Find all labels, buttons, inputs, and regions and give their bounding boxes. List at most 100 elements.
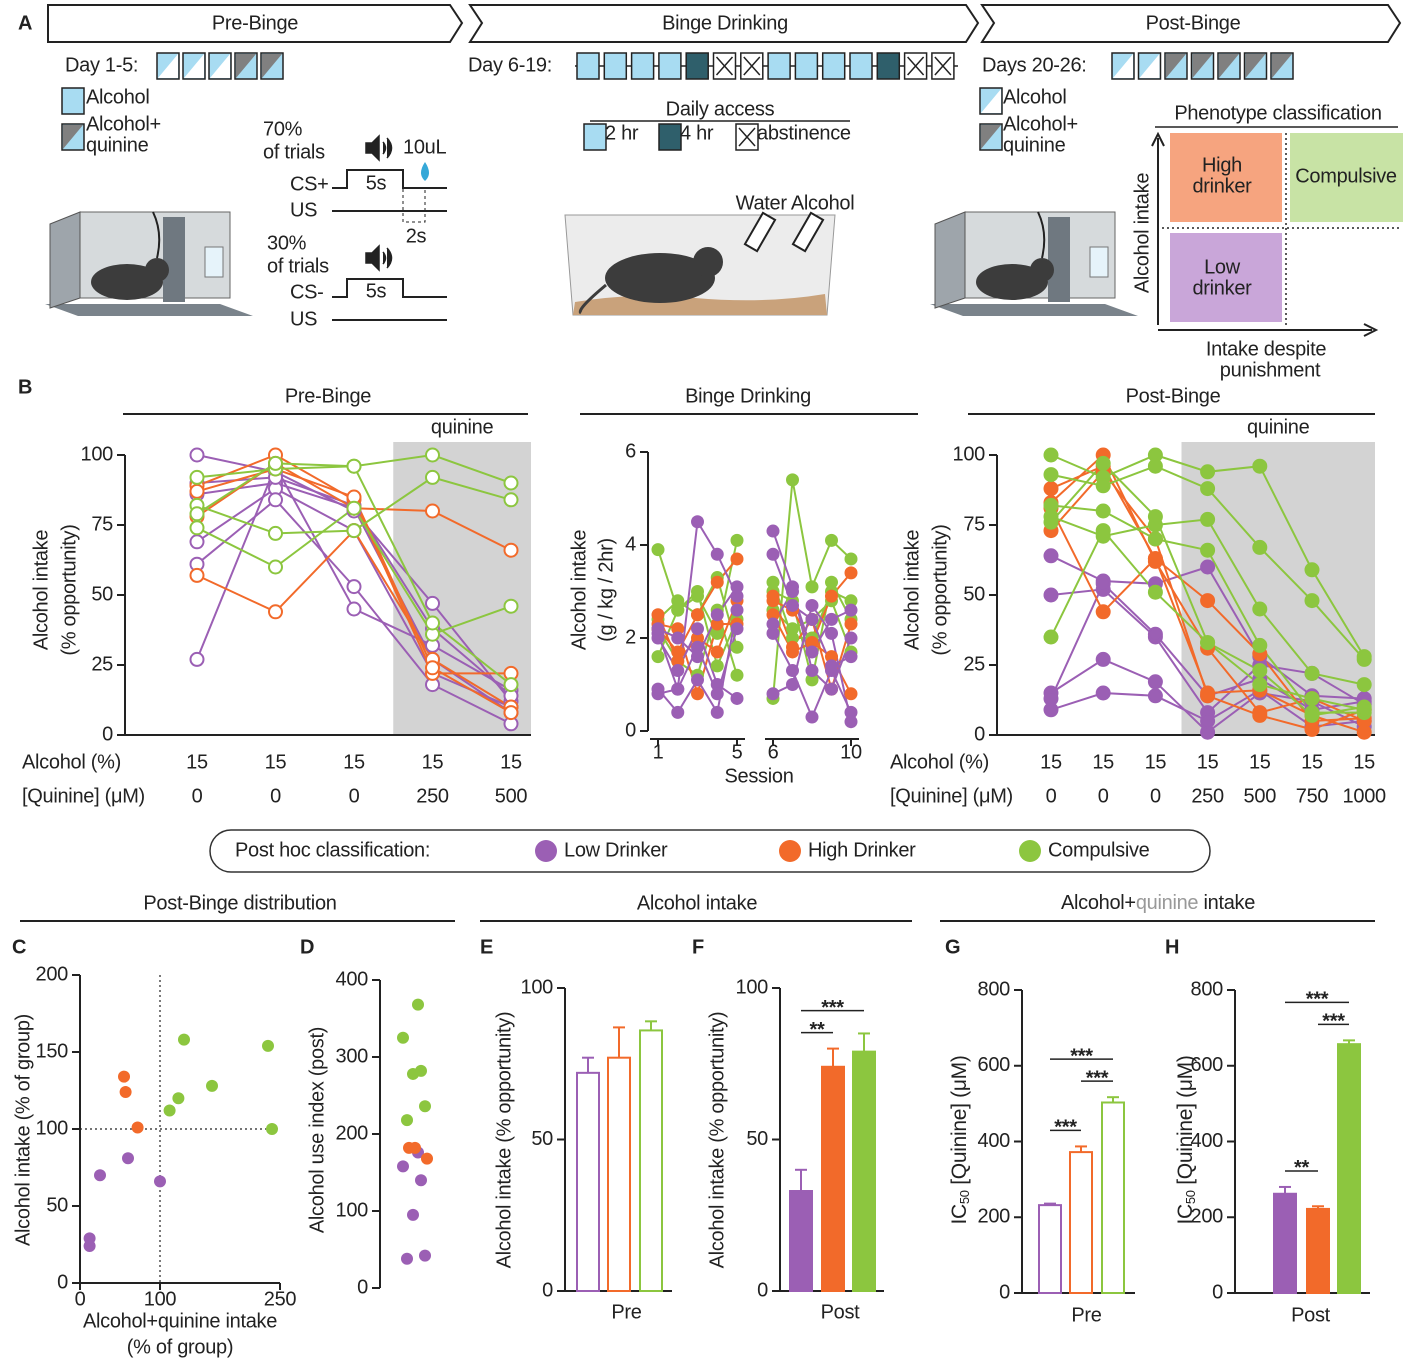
panel-letter: F [692,936,704,958]
data-point [1095,503,1111,519]
data-point [766,687,780,701]
x-tick-label: 1 [653,741,664,763]
data-point [419,1249,431,1262]
day-box-fill [849,52,873,80]
section-title-part: quinine [1136,892,1199,914]
x-row-label: Alcohol (%) [890,751,989,773]
data-point [805,598,819,612]
x-tick-label: 15 [343,751,365,773]
data-point [786,622,799,636]
chamber-left-wall [49,211,81,309]
data-point [710,626,724,640]
day-box-fill [876,52,901,80]
day-box [1164,52,1188,80]
data-point [1304,691,1320,707]
data-point [710,608,724,622]
chamber-floor [45,304,253,316]
data-point [766,547,780,561]
section-title: Binge Drinking [685,385,811,407]
y-axis-label: Alcohol intake (% of group) [12,1014,34,1246]
day-box [260,52,284,80]
day-box [658,52,682,80]
bottle [791,211,825,253]
data-point [825,626,838,640]
bar [1101,1101,1125,1295]
day-box [1217,52,1241,80]
diagram-text: Alcohol+ [86,113,161,135]
data-point [844,715,858,729]
x-tick-label: 0 [1150,785,1161,807]
tether [1037,211,1046,259]
x-tick-label: 15 [1092,751,1114,773]
mouse-body [976,264,1048,300]
y-tick-label: 0 [57,1271,68,1293]
day-box-quinine [1166,54,1186,78]
data-point [671,622,685,636]
x-tick-label: 250 [264,1288,297,1310]
y-tick-label: 400 [978,1130,1011,1152]
data-point [1095,651,1111,667]
y-tick-label: 0 [1212,1281,1223,1303]
data-point [1095,478,1111,494]
y-tick-label: 100 [736,976,769,998]
diagram-text: punishment [1220,359,1321,381]
y-tick-label: 4 [625,533,636,555]
data-point [421,1152,433,1165]
bottle [743,211,777,253]
data-point [1147,626,1163,642]
data-point [425,660,440,676]
x-axis-label: Session [724,765,793,787]
panel-letter: B [18,376,32,398]
data-point [1252,601,1268,617]
stage-arrow [47,4,464,43]
day-box [767,52,791,80]
x-tick-label: 100 [144,1288,177,1310]
data-point [1200,635,1216,651]
data-point [786,664,799,678]
diagram-text: 5s [366,172,387,194]
data-point [671,654,685,668]
data-point [268,559,283,575]
y-tick-label: 800 [978,978,1011,1000]
diagram-text: US [290,199,317,221]
day-box [576,52,600,80]
diagram-text: 5s [366,280,387,302]
y-tick-label: 100 [81,443,114,465]
y-axis-label: Alcohol intake [901,530,923,650]
day-box [1111,52,1135,80]
diagram-text: Low [1204,256,1241,278]
day-box-quinine [236,54,256,78]
data-point [1147,688,1163,704]
y-tick-label: 25 [963,653,985,675]
day-box-fill [658,123,682,151]
y-tick-label: 50 [746,1128,768,1150]
data-point [825,533,838,547]
data-point [786,473,799,487]
day-box-quinine [981,125,1001,149]
x-tick-label: 500 [495,785,528,807]
day-box-cross [743,56,761,76]
data-point [172,1092,185,1105]
data-point [710,547,724,561]
data-point [825,682,838,696]
x-tick-label: 15 [265,751,287,773]
y-tick-label: 200 [336,1122,369,1144]
diagram-text: Intake despite [1206,338,1327,360]
mouse-head [1030,258,1054,282]
data-point [730,533,744,547]
y-tick-label: 0 [102,723,113,745]
data-point [671,645,685,659]
data-point [844,603,858,617]
y-axis-label: Alcohol intake (% opportunity) [493,1012,515,1269]
section-title: Post-Binge distribution [143,892,336,914]
diagram-text: 30% [267,232,307,254]
legend-box [209,829,1211,873]
y-tick-label: 6 [625,440,636,462]
data-point [1043,514,1059,530]
y-axis-label: IC50 [Quinine] (μM) [1174,1055,1199,1224]
day-box-diagonal [1113,54,1133,78]
data-point [691,622,704,636]
y-tick-label: 400 [1191,1130,1224,1152]
panel-letter: E [480,936,493,958]
data-point [1356,651,1372,667]
